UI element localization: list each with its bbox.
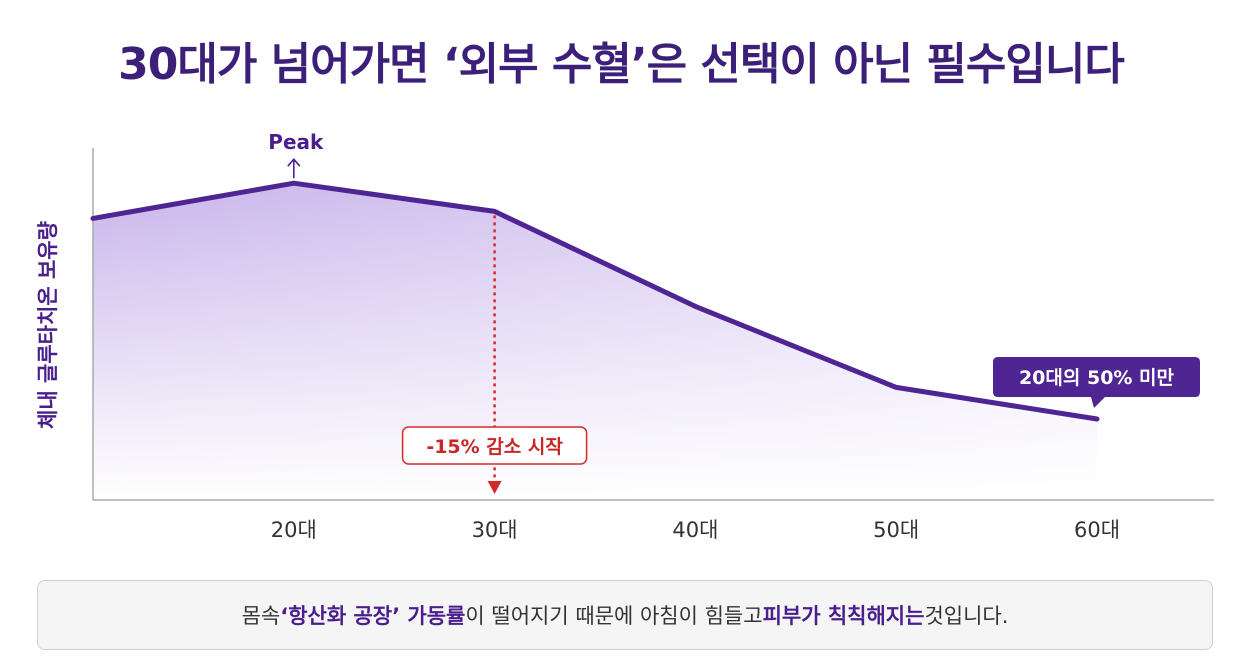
- end-callout-label: 20대의 50% 미만: [1019, 367, 1175, 389]
- x-tick-label: 50대: [873, 518, 919, 542]
- peak-arrow-icon: [287, 157, 301, 179]
- footer-text-1: 몸속: [241, 604, 281, 628]
- decline-label-box: [401, 426, 588, 465]
- y-axis-label: 체내 글루타치온 보유량: [36, 221, 60, 429]
- end-callout-box: [993, 357, 1200, 409]
- footer-text-2: 이 떨어지기 때문에 아침이 힘들고: [465, 604, 763, 628]
- x-tick-label: 20대: [271, 518, 317, 542]
- decline-arrow-icon: [487, 481, 502, 494]
- series-line: [90, 180, 1100, 422]
- x-tick-label: 60대: [1074, 518, 1120, 542]
- x-tick-label: 40대: [672, 518, 718, 542]
- area-fade: [93, 183, 1097, 500]
- x-tick-label: 30대: [472, 518, 518, 542]
- footer-text-3: 것입니다.: [924, 604, 1009, 628]
- decline-label: -15% 감소 시작: [426, 436, 563, 458]
- peak-label: Peak: [268, 130, 324, 154]
- page-title: 30대가 넘어가면 ‘외부 수혈’은 선택이 아닌 필수입니다: [118, 39, 1125, 90]
- footer-emphasis-skin: 피부가 칙칙해지는: [762, 604, 925, 628]
- footer-note: 몸속 ‘항산화 공장’ 가동률 이 떨어지기 때문에 아침이 힘들고 피부가 칙칙…: [37, 580, 1213, 650]
- footer-emphasis-factory: ‘항산화 공장’ 가동률: [280, 604, 466, 628]
- glutathione-area-chart: 체내 글루타치온 보유량 20대 30대 40대 50대 60대 Peak -15% 감소…: [36, 130, 1214, 542]
